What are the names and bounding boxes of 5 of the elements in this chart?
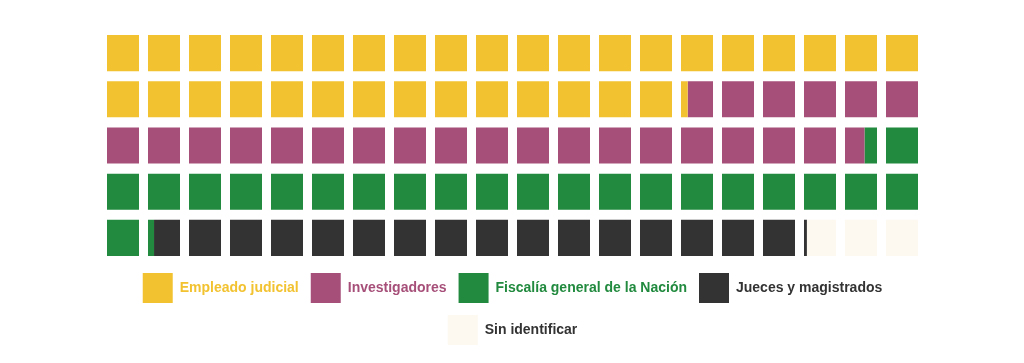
legend-label: Sin identificar — [484, 320, 578, 337]
legend-label: Investigadores — [347, 278, 447, 295]
legend-label: Fiscalía general de la Nación — [495, 278, 687, 295]
legend-label: Jueces y magistrados — [735, 278, 883, 295]
legend-label: Empleado judicial — [179, 278, 299, 295]
